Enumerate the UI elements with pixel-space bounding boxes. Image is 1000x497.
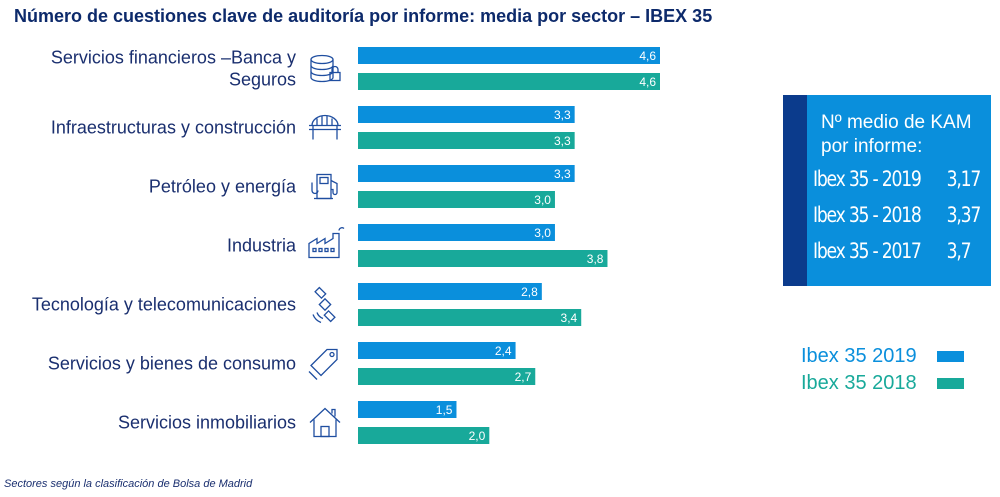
category-label-line: Industria [227, 236, 297, 256]
database-lock-icon [310, 54, 341, 83]
bar-2019 [358, 47, 660, 64]
kam-row-label: Ibex 35 - 2019 [813, 167, 922, 191]
category-label: Industria [227, 236, 297, 256]
bar-2018 [358, 132, 575, 149]
satellite-icon [312, 286, 336, 324]
bar-value-label: 2,8 [521, 285, 538, 299]
bar-2019 [358, 283, 542, 300]
category-label: Servicios inmobiliarios [118, 413, 296, 433]
bar-value-label: 2,4 [495, 344, 512, 358]
bar-value-label: 4,6 [639, 49, 656, 63]
bar-value-label: 4,6 [639, 75, 656, 89]
bar-value-label: 3,3 [554, 134, 571, 148]
bar-2018 [358, 368, 536, 385]
category-label: Servicios y bienes de consumo [48, 354, 296, 374]
bar-2019 [358, 106, 575, 123]
kam-summary-box: Nº medio de KAM por informe: Ibex 35 - 2… [783, 95, 991, 286]
kam-row: Ibex 35 - 2018 3,37 [813, 203, 981, 237]
category-label-line: Petróleo y energía [149, 177, 297, 197]
bar-2019 [358, 342, 516, 359]
bar-2018 [358, 73, 660, 90]
bar-2019 [358, 224, 555, 241]
category-label-line: Servicios inmobiliarios [118, 413, 296, 433]
footnote: Sectores según la clasificación de Bolsa… [4, 478, 253, 490]
kam-row: Ibex 35 - 2019 3,17 [813, 167, 981, 201]
bar-value-label: 3,4 [561, 311, 578, 325]
legend-swatch-2019 [937, 351, 964, 362]
factory-icon [308, 227, 345, 259]
kam-row-label: Ibex 35 - 2017 [813, 239, 922, 263]
legend-label-2019: Ibex 35 2019 [801, 345, 917, 367]
kam-row: Ibex 35 - 2017 3,7 [813, 239, 972, 273]
bar-value-label: 3,8 [587, 252, 604, 266]
bar-2019 [358, 401, 457, 418]
bar-2019 [358, 165, 575, 182]
legend-label-2018: Ibex 35 2018 [801, 372, 917, 394]
bridge-icon [309, 114, 341, 140]
bar-value-label: 1,5 [436, 403, 453, 417]
bar-2018 [358, 427, 490, 444]
bar-value-label: 2,7 [515, 370, 532, 384]
kam-box-accent-strip [783, 95, 807, 286]
kam-row-value: 3,37 [946, 203, 982, 227]
legend-swatch-2018 [937, 378, 964, 389]
category-label-line: Servicios financieros –Banca y [51, 48, 296, 68]
bar-2018 [358, 191, 555, 208]
category-label: Tecnología y telecomunicaciones [32, 295, 296, 315]
bar-2018 [358, 250, 608, 267]
kam-heading: Nº medio de KAM por informe: [821, 112, 972, 157]
kam-row-value: 3,17 [946, 167, 982, 191]
house-icon [309, 407, 341, 438]
category-label-line: Servicios y bienes de consumo [48, 354, 296, 374]
bar-value-label: 3,3 [554, 167, 571, 181]
category-label: Infraestructuras y construcción [51, 118, 296, 138]
kam-row-label: Ibex 35 - 2018 [813, 203, 922, 227]
chart-title: Número de cuestiones clave de auditoría … [14, 6, 713, 26]
category-label: Servicios financieros –Banca y Seguros [51, 48, 296, 90]
bar-value-label: 3,0 [534, 226, 551, 240]
category-label-line: Tecnología y telecomunicaciones [32, 295, 296, 315]
bar-value-label: 3,0 [534, 193, 551, 207]
category-label-line: Infraestructuras y construcción [51, 118, 296, 138]
bar-value-label: 3,3 [554, 108, 571, 122]
bar-value-label: 2,0 [469, 429, 486, 443]
kam-row-value: 3,7 [946, 239, 972, 263]
bar-2018 [358, 309, 582, 326]
fuel-pump-icon [311, 173, 338, 200]
tag-icon [308, 348, 338, 380]
category-label: Petróleo y energía [149, 177, 297, 197]
category-label-line: Seguros [229, 70, 296, 90]
